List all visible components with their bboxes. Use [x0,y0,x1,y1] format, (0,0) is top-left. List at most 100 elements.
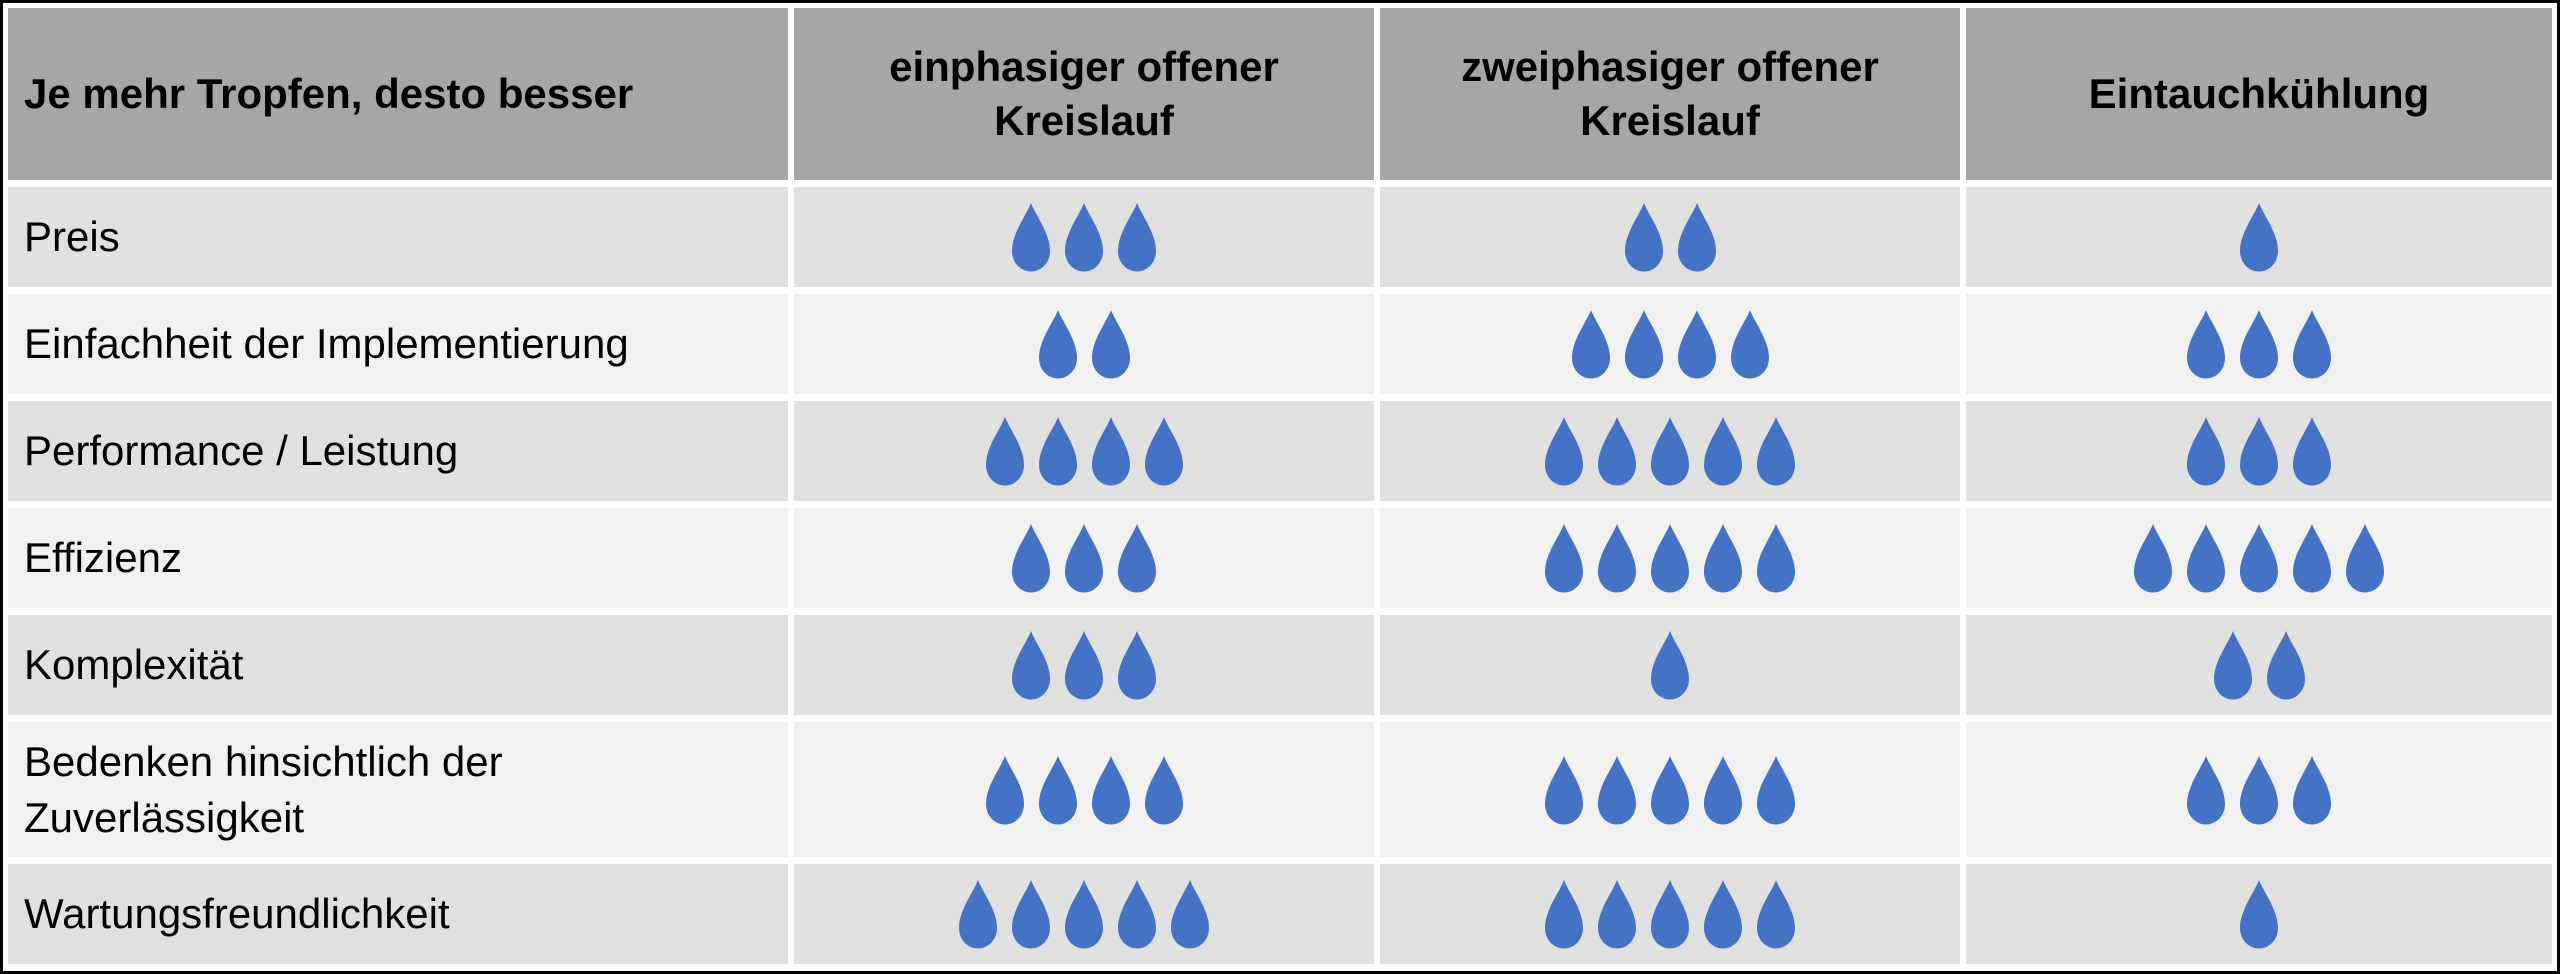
criterion-label-bedenken-zuverlaessigkeit: Bedenken hinsichtlich der Zuverlässigkei… [8,722,788,857]
rating-cell [1966,508,2552,608]
rating-cell [794,615,1374,715]
droplet-icon [1091,417,1130,486]
droplet-icon [1704,880,1742,949]
droplet-icon [1598,880,1636,949]
rating-cell [1966,187,2552,287]
droplet-icon [2293,417,2331,486]
droplet-icon [2293,524,2331,593]
droplet-icon [2187,417,2225,486]
criterion-label-performance: Performance / Leistung [8,401,788,501]
droplet-icon [985,755,1024,824]
droplet-icon [1704,755,1742,824]
droplet-icon [1065,631,1103,700]
table-grid: Je mehr Tropfen, desto besser einphasige… [3,3,2557,971]
rating-cell [1966,401,2552,501]
rating-cell [1380,722,1960,857]
droplet-icon [2187,524,2225,593]
table-legend-header: Je mehr Tropfen, desto besser [8,8,788,180]
criterion-label-effizienz: Effizienz [8,508,788,608]
rating-cell [1380,864,1960,964]
rating-cell [1380,187,1960,287]
droplet-icon [1144,755,1183,824]
droplet-icon [1571,310,1610,379]
rating-cell [794,294,1374,394]
column-header-einphasiger-offener-kreislauf: einphasiger offener Kreislauf [794,8,1374,180]
column-header-eintauchkuehlung: Eintauchkühlung [1966,8,2552,180]
droplet-icon [1118,880,1156,949]
droplet-icon [2240,203,2278,272]
criterion-label-wartungsfreundlichkeit: Wartungsfreundlichkeit [8,864,788,964]
rating-cell [794,401,1374,501]
droplet-icon [1730,310,1769,379]
droplet-icon [2240,417,2278,486]
droplet-icon [1144,417,1183,486]
droplet-icon [959,880,997,949]
rating-cell [1380,615,1960,715]
droplet-icon [2240,310,2278,379]
droplet-icon [1012,203,1050,272]
droplet-icon [2134,524,2172,593]
rating-cell [794,508,1374,608]
droplet-icon [2293,755,2331,824]
droplet-icon [1545,524,1583,593]
criterion-label-komplexitaet: Komplexität [8,615,788,715]
droplet-icon [1757,755,1795,824]
droplet-icon [1757,880,1795,949]
droplet-icon [2187,755,2225,824]
droplet-icon [1065,203,1103,272]
droplet-icon [1012,631,1050,700]
droplet-icon [1065,880,1103,949]
droplet-icon [1012,880,1050,949]
droplet-icon [1677,310,1716,379]
droplet-icon [2213,631,2252,700]
droplet-icon [1038,310,1077,379]
droplet-icon [1012,524,1050,593]
rating-cell [1966,615,2552,715]
droplet-icon [1038,417,1077,486]
droplet-icon [1651,631,1689,700]
rating-cell [1380,294,1960,394]
droplet-icon [1624,203,1663,272]
droplet-icon [1545,755,1583,824]
droplet-icon [2240,524,2278,593]
rating-cell [794,722,1374,857]
rating-cell [1966,864,2552,964]
rating-cell [1966,294,2552,394]
droplet-icon [1651,417,1689,486]
droplet-icon [1624,310,1663,379]
droplet-icon [1171,880,1209,949]
rating-cell [794,864,1374,964]
droplet-icon [1757,524,1795,593]
droplet-icon [1545,417,1583,486]
droplet-icon [985,417,1024,486]
droplet-icon [1598,524,1636,593]
criterion-label-preis: Preis [8,187,788,287]
droplet-icon [1598,755,1636,824]
droplet-icon [1651,880,1689,949]
droplet-icon [1545,880,1583,949]
droplet-icon [1651,755,1689,824]
droplet-icon [1677,203,1716,272]
droplet-icon [2266,631,2305,700]
droplet-icon [2187,310,2225,379]
droplet-icon [1118,631,1156,700]
droplet-icon [1704,524,1742,593]
rating-cell [794,187,1374,287]
droplet-icon [1704,417,1742,486]
rating-cell [1966,722,2552,857]
droplet-icon [1091,755,1130,824]
droplet-icon [1757,417,1795,486]
rating-cell [1380,401,1960,501]
droplet-icon [2240,880,2278,949]
droplet-icon [1038,755,1077,824]
droplet-icon [2240,755,2278,824]
droplet-icon [1118,524,1156,593]
column-header-zweiphasiger-offener-kreislauf: zweiphasiger offener Kreislauf [1380,8,1960,180]
droplet-icon [1118,203,1156,272]
droplet-icon [1065,524,1103,593]
rating-cell [1380,508,1960,608]
droplet-icon [2293,310,2331,379]
droplet-icon [2346,524,2384,593]
criterion-label-einfachheit: Einfachheit der Implementierung [8,294,788,394]
